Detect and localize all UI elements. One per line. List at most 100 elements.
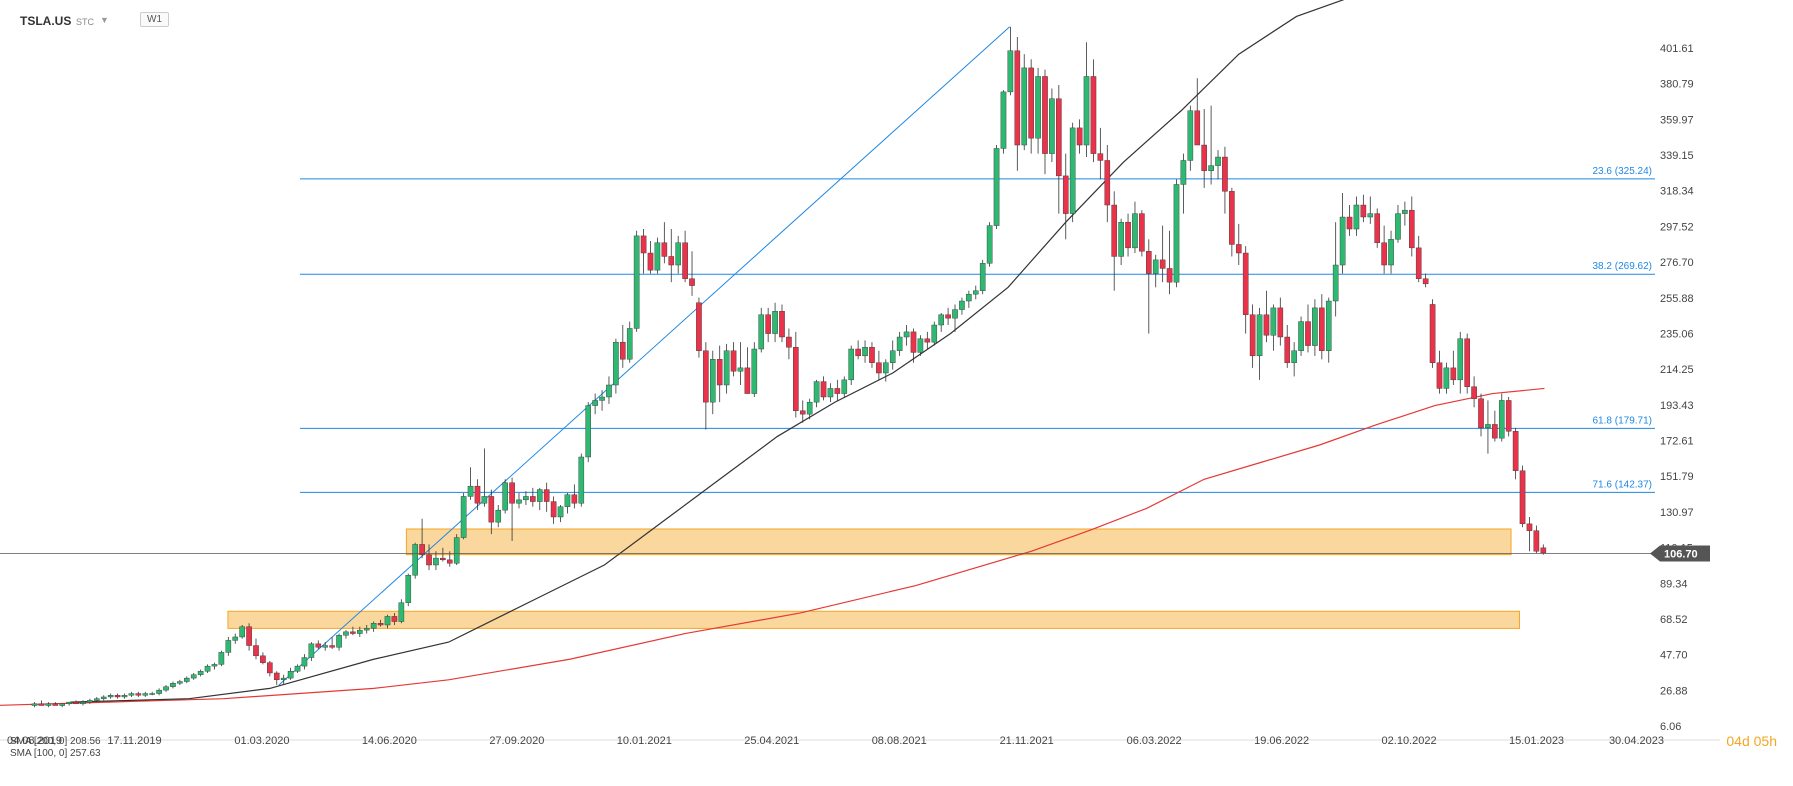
last-price-tag [1650, 545, 1710, 562]
candle-body [1346, 216, 1353, 230]
candle-body [903, 331, 910, 338]
x-tick-label: 14.06.2020 [362, 735, 417, 747]
candle-body [536, 489, 543, 502]
y-tick-label: 235.06 [1660, 328, 1694, 340]
candle-body [841, 379, 848, 394]
candle-body [578, 456, 585, 504]
candle-body [1464, 338, 1470, 387]
candle-body [654, 242, 661, 271]
candle-body [959, 300, 965, 310]
candle-body [467, 485, 474, 497]
candle-body [1381, 242, 1387, 266]
candle-body [758, 314, 765, 350]
candle-body [979, 263, 986, 291]
candle-body [267, 662, 273, 674]
candle-body [405, 575, 412, 603]
candle-body [301, 657, 308, 667]
candle-body [1291, 350, 1297, 363]
y-tick-label: 6.06 [1660, 721, 1681, 733]
timeframe-selector[interactable]: W1 [140, 12, 169, 27]
x-tick-label: 02.10.2022 [1382, 735, 1437, 747]
candle-body [142, 693, 149, 696]
support-zone [405, 528, 1512, 556]
y-tick-label: 26.88 [1660, 685, 1688, 697]
candle-body [357, 629, 363, 634]
candle-body [1305, 321, 1311, 346]
candle-body [862, 347, 868, 357]
candle-body [107, 695, 114, 698]
x-tick-label: 19.06.2022 [1254, 735, 1309, 747]
candle-body [813, 381, 820, 403]
y-tick-label: 318.34 [1660, 186, 1694, 198]
candle-body [1021, 67, 1028, 146]
candle-body [190, 674, 197, 679]
x-tick-label: 08.08.2021 [872, 735, 927, 747]
candle-body [1312, 307, 1318, 346]
candle-body [516, 499, 522, 504]
candle-body [550, 501, 557, 518]
candle-body [1436, 362, 1443, 389]
candle-body [1540, 547, 1547, 554]
candle-body [647, 252, 654, 271]
y-tick-label: 214.25 [1660, 364, 1694, 376]
x-tick-label: 10.01.2021 [617, 735, 672, 747]
candle-body [363, 628, 370, 631]
candle-body [1471, 386, 1477, 399]
candle-body [232, 636, 239, 641]
symbol-label[interactable]: TSLA.US [20, 14, 72, 28]
candle-body [585, 405, 592, 458]
y-tick-label: 89.34 [1660, 578, 1688, 590]
candle-body [1284, 336, 1291, 363]
candle-body [543, 489, 550, 502]
candle-body [52, 703, 59, 706]
candle-body [1056, 98, 1062, 177]
candle-body [1339, 216, 1346, 266]
candle-body [481, 496, 488, 504]
candle-body [883, 362, 889, 374]
candle-body [156, 689, 162, 694]
candle-body [1139, 213, 1145, 252]
x-tick-label: 17.11.2019 [107, 735, 161, 747]
sma200-line [0, 387, 1545, 706]
instrument-dropdown-icon[interactable]: ▼ [100, 15, 109, 25]
fib-level-label: 61.8 (179.71) [1593, 415, 1653, 426]
y-tick-label: 255.88 [1660, 293, 1694, 305]
candle-countdown: 04d 05h [1726, 733, 1777, 749]
candle-body [703, 350, 709, 403]
candle-body [633, 235, 640, 329]
candle-body [1132, 213, 1138, 249]
candle-body [806, 401, 813, 415]
candle-body [211, 664, 218, 667]
candle-body [294, 665, 301, 672]
x-tick-label: 25.04.2021 [744, 735, 799, 747]
candle-body [827, 388, 834, 398]
candle-body [744, 367, 751, 394]
candle-body [446, 559, 453, 564]
candle-body [336, 635, 342, 648]
y-tick-label: 297.52 [1660, 221, 1694, 233]
candle-body [128, 693, 135, 696]
candle-body [114, 695, 121, 698]
candle-body [253, 645, 259, 657]
candle-body [80, 701, 86, 705]
candle-body [855, 348, 861, 357]
candle-body [786, 336, 792, 348]
candle-body [1498, 400, 1505, 439]
candle-body [384, 616, 391, 626]
legend-sma100: SMA [100, 0] 257.63 [10, 748, 101, 759]
candle-body [1415, 247, 1422, 279]
fib-level-label: 38.2 (269.62) [1593, 261, 1653, 272]
candle-body [896, 336, 903, 351]
candle-body [993, 148, 1000, 226]
candle-body [1035, 76, 1041, 139]
candle-body [966, 293, 972, 302]
candle-body [1083, 76, 1090, 146]
candle-body [557, 506, 564, 518]
candle-body [1187, 110, 1194, 161]
candle-body [1533, 530, 1540, 552]
last-price-label: 106.70 [1664, 548, 1698, 560]
candle-body [1097, 153, 1104, 161]
candle-body [1042, 76, 1048, 154]
candle-body [1007, 50, 1014, 93]
